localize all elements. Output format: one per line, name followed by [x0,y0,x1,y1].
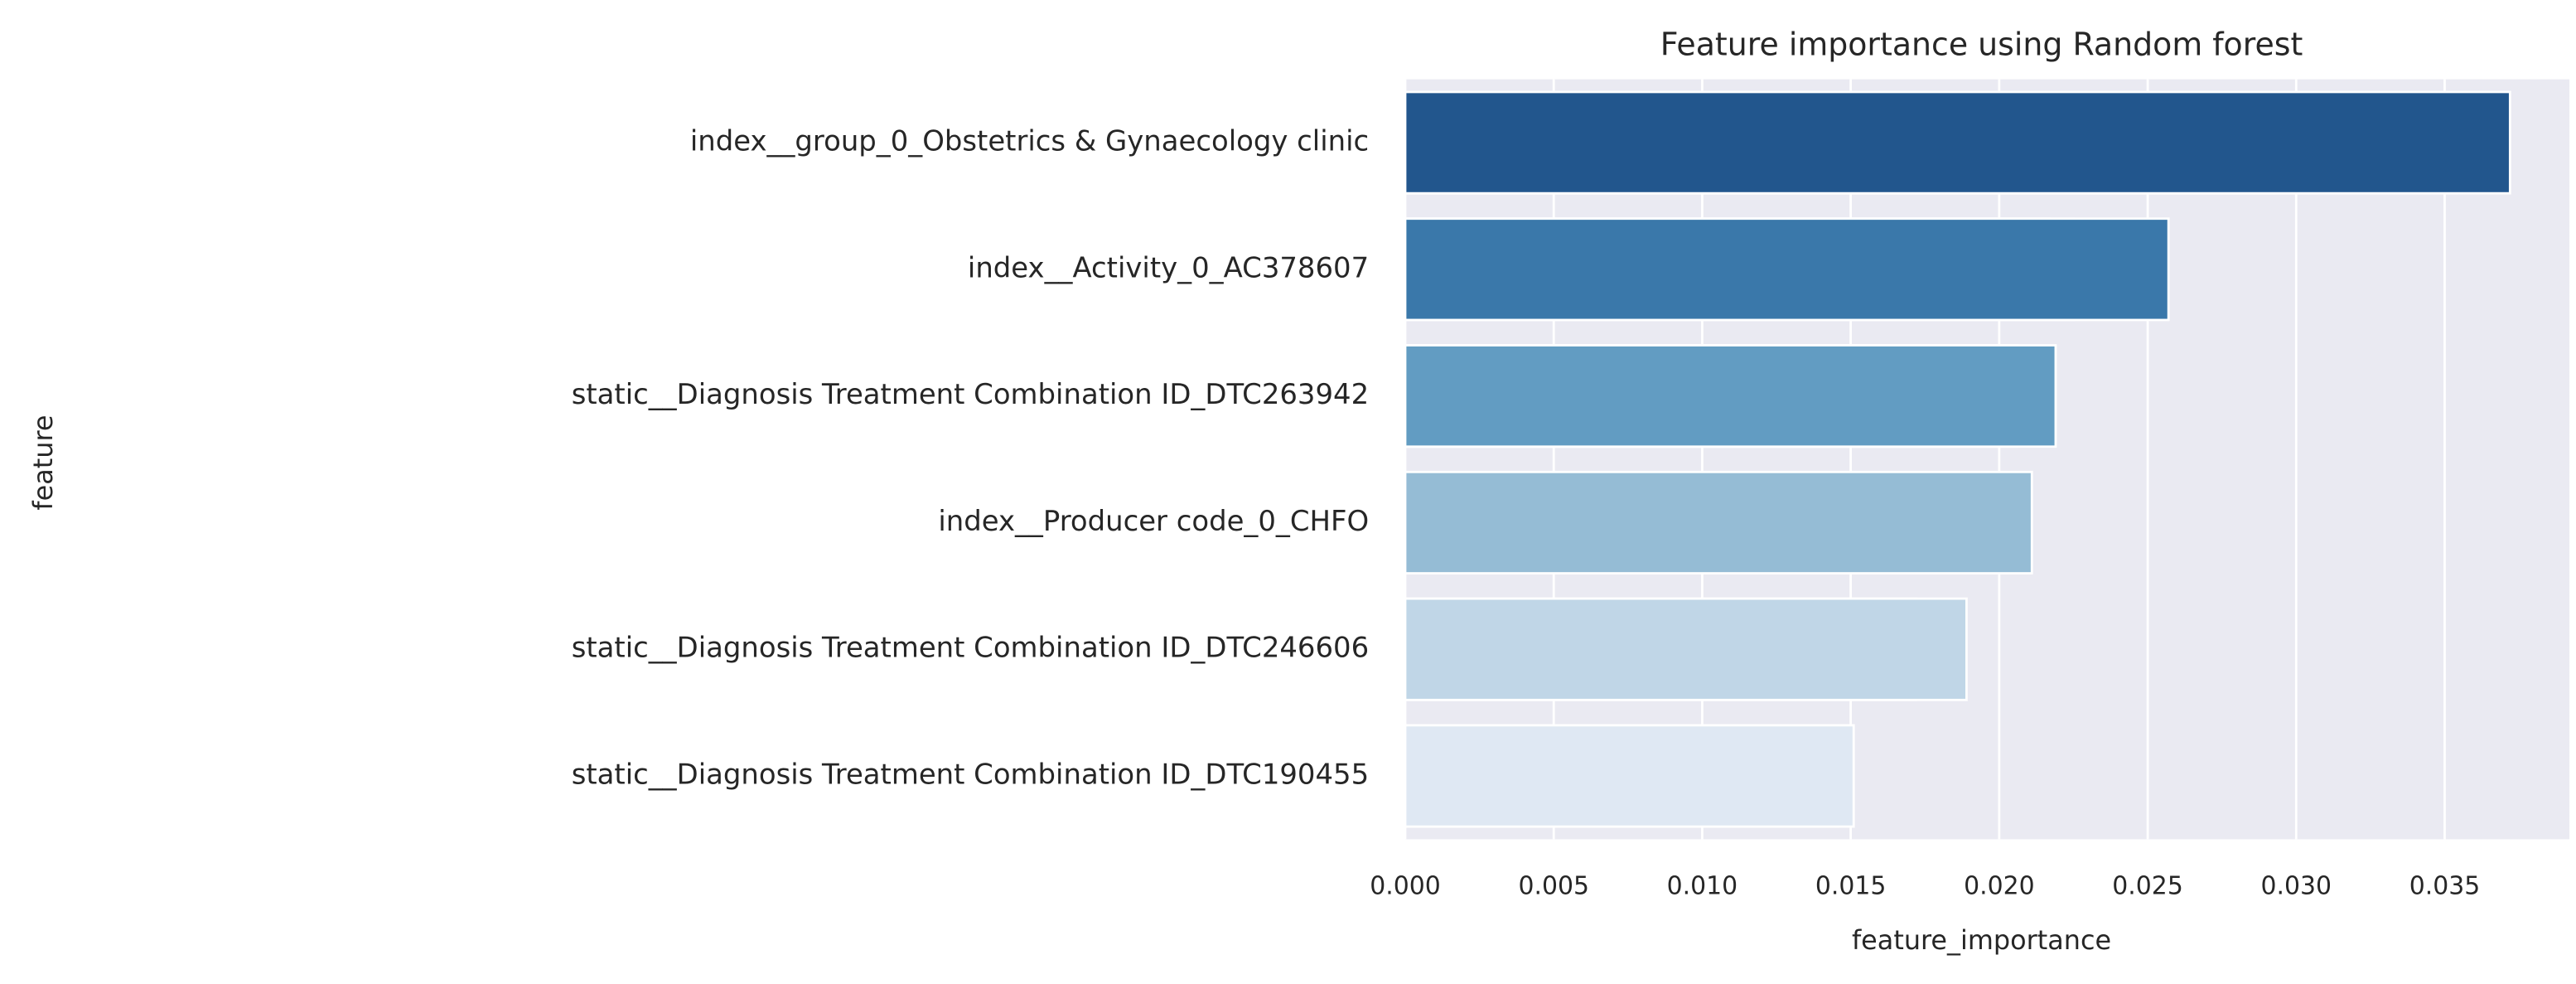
y-tick-label: static__Diagnosis Treatment Combination … [572,378,1369,410]
x-tick-label: 0.010 [1667,872,1738,901]
bar [1404,470,2033,574]
y-tick-label: index__Producer code_0_CHFO [938,505,1369,537]
grid [1404,79,2446,840]
bar [1404,217,2170,322]
bar [1404,344,2057,448]
bars [1404,90,2511,828]
y-tick-label: static__Diagnosis Treatment Combination … [572,632,1369,664]
x-tick-label: 0.020 [1964,872,2035,901]
x-tick-label: 0.005 [1518,872,1589,901]
bar [1404,724,1855,828]
y-tick-label: index__group_0_Obstetrics & Gynaecology … [690,125,1369,158]
x-tick-label: 0.030 [2261,872,2332,901]
x-tick-label: 0.015 [1815,872,1887,901]
x-tick-label: 0.035 [2409,872,2481,901]
y-axis-label: feature [27,414,59,510]
x-tick-label: 0.025 [2112,872,2183,901]
bar [1404,90,2511,195]
x-tick-label: 0.000 [1370,872,1441,901]
chart-title: Feature importance using Random forest [1660,26,2303,62]
y-tick-label: static__Diagnosis Treatment Combination … [572,759,1369,791]
plot-area [1404,79,2570,840]
y-tick-label: index__Activity_0_AC378607 [968,251,1369,284]
bar [1404,597,1968,701]
x-axis-label: feature_importance [1852,924,2111,956]
